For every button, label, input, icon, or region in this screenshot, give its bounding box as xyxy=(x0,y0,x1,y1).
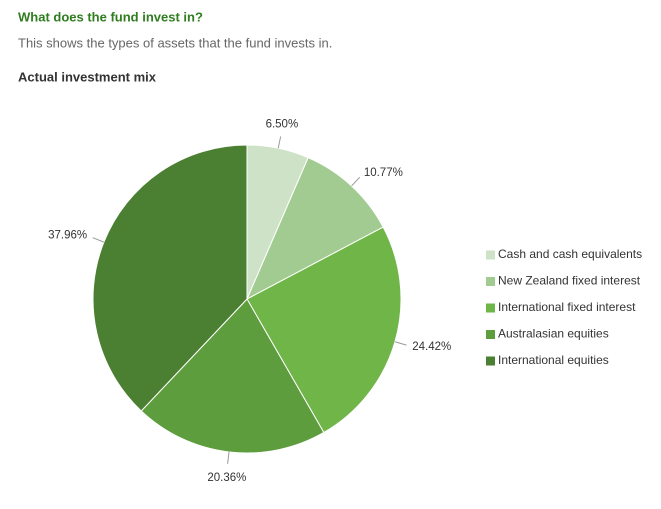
pie-slice xyxy=(246,226,402,434)
leader-line xyxy=(227,451,230,464)
legend-swatch xyxy=(486,250,495,260)
data-label: 37.96% xyxy=(48,229,87,241)
legend-label: International equities xyxy=(498,353,609,367)
leader-line xyxy=(277,136,282,149)
pie: 6.50% 10.77% 24.42% 20.36% 37.96% xyxy=(48,119,451,484)
data-label: 20.36% xyxy=(207,472,246,484)
data-label: 6.50% xyxy=(266,119,299,131)
legend-swatch xyxy=(486,330,495,339)
leader-line xyxy=(394,341,407,346)
data-label: 24.42% xyxy=(412,341,451,353)
leader-line xyxy=(92,237,105,243)
page-title: What does the fund invest in? xyxy=(18,9,203,24)
legend-label: Cash and cash equivalents xyxy=(498,247,642,261)
page-subtitle: This shows the types of assets that the … xyxy=(18,35,332,50)
legend-label: Australasian equities xyxy=(498,327,609,341)
legend-label: International fixed interest xyxy=(498,300,636,314)
legend-label: New Zealand fixed interest xyxy=(498,274,641,288)
legend-swatch xyxy=(486,303,495,313)
legend-swatch xyxy=(486,356,495,366)
legend-swatch xyxy=(486,277,495,286)
chart-title: Actual investment mix xyxy=(18,69,157,84)
leader-line xyxy=(351,176,361,187)
legend: Cash and cash equivalents New Zealand fix… xyxy=(486,247,642,367)
data-label: 10.77% xyxy=(364,167,403,179)
pie-slice xyxy=(245,157,384,301)
